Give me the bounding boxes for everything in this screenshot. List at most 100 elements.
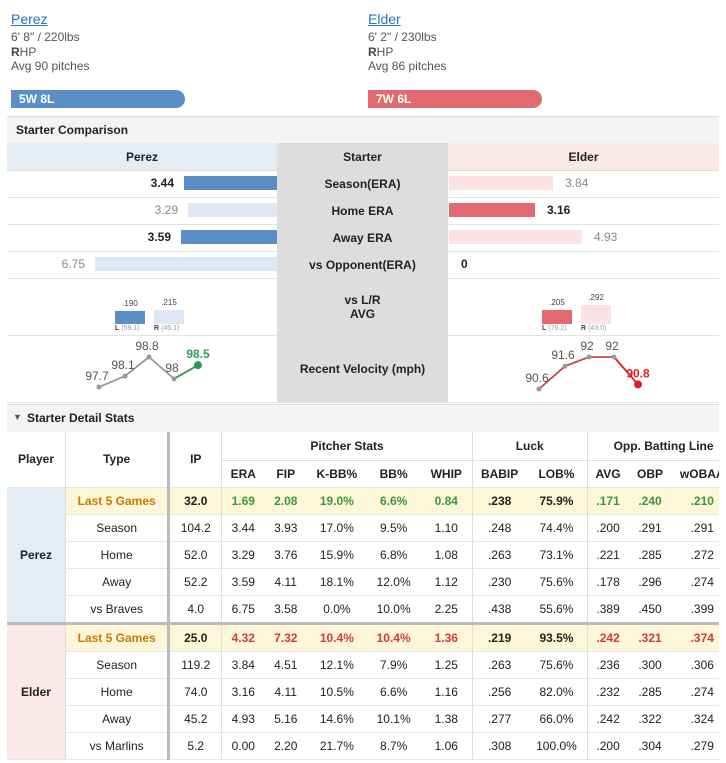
comparison-row: 3.44 Season(ERA) 3.84 [7,170,719,198]
detail-cell: 4.93 [221,705,265,733]
comparison-left-value: 3.44 [150,176,174,190]
detail-cell: .274 [671,678,719,706]
detail-cell: 1.10 [420,514,473,542]
velocity-point [171,376,177,382]
lr-label-line1: vs L/R [344,292,381,307]
detail-cell: .263 [472,651,527,679]
comparison-row-label: vs Opponent(ERA) [277,251,448,278]
comparison-right-bar [449,176,553,190]
velocity-left-chart: 97.798.198.8 98 98.5 [85,339,210,390]
lr-bar-value: .215 [161,298,177,307]
detail-cell: .230 [472,568,527,596]
detail-cell: 104.2 [168,514,223,542]
lr-right-chart: .205 L (76.2) .292 R (43.0) [534,278,614,335]
lr-bar [542,310,572,324]
lr-bar-value: .205 [549,298,565,307]
velocity-point [586,354,592,360]
detail-cell: 12.0% [366,568,421,596]
lr-bar-label: L (76.2) [542,325,567,332]
velocity-point-label: 92 [605,339,619,353]
velocity-line-segment [173,364,199,380]
detail-cell: 15.9% [307,541,367,569]
detail-cell: 6.6% [366,678,421,706]
detail-cell: .274 [671,568,719,596]
detail-cell: 73.1% [526,541,588,569]
detail-cell: .304 [628,732,672,760]
lr-bar-value: .292 [588,293,604,302]
detail-cell: 3.76 [264,541,308,569]
comparison-header-left: Perez [7,143,277,170]
detail-row: Home 74.0 3.16 4.11 10.5% 6.6% 1.16.256 82.0% .2… [7,678,719,706]
lr-label-line2: AVG [349,306,376,321]
detail-row: Season 104.2 3.44 3.93 17.0% 9.5% 1.10.248 74.4… [7,514,719,542]
comparison-right-bar [449,230,582,244]
pitcher-right-name-link[interactable]: Elder [368,11,401,27]
detail-cell: 52.0 [168,541,223,569]
detail-cell: 6.75 [221,595,265,624]
detail-cell: .374 [671,623,719,652]
detail-cell: 82.0% [526,678,588,706]
velocity-point-label: 98.5 [186,347,210,361]
pitcher-left-name-link[interactable]: Perez [11,11,48,27]
col-ip: IP [168,432,223,488]
detail-cell: .219 [472,623,527,652]
lr-bar [115,311,145,324]
comparison-left-value: 3.59 [147,230,171,244]
detail-cell: .296 [628,568,672,596]
detail-cell: 3.44 [221,514,265,542]
detail-row: vs Braves 4.0 6.75 3.58 0.0% 10.0% 2.25.438 55.… [7,595,719,624]
detail-cell: 2.25 [420,595,473,624]
lr-bar-label: R (45.1) [154,325,180,332]
pitcher-left-height-weight: 6' 8" / 220lbs [11,30,80,44]
detail-cell: .306 [671,651,719,679]
detail-cell: .438 [472,595,527,624]
lr-bar [581,305,611,324]
detail-cell: .291 [628,514,672,542]
comparison-section-header: Starter Comparison [7,116,719,144]
detail-section-header[interactable]: ▼ Starter Detail Stats [7,404,719,432]
pitcher-right-height-weight: 6' 2" / 230lbs [368,30,437,44]
detail-cell: 4.0 [168,595,223,624]
velocity-point [146,354,152,360]
detail-cell: .291 [671,514,719,542]
comparison-row-label: Home ERA [277,197,448,224]
detail-cell: 1.12 [420,568,473,596]
detail-cell: 2.20 [264,732,308,760]
velocity-line-segment [613,356,639,386]
detail-cell: 9.5% [366,514,421,542]
detail-cell: 1.08 [420,541,473,569]
detail-cell: .324 [671,705,719,733]
detail-player-name: Elder [7,623,66,760]
velocity-point [96,384,102,390]
detail-cell: 3.59 [221,568,265,596]
comparison-right-value: 3.16 [547,203,571,217]
detail-cell: 7.9% [366,651,421,679]
detail-cell: .236 [587,651,629,679]
lr-avg-row: vs L/R AVG .190 L (59.1) .215 R (45.1) .205 L(… [7,278,719,336]
detail-cell: .389 [587,595,629,624]
detail-cell: .200 [587,514,629,542]
detail-cell: .242 [587,623,629,652]
collapse-triangle-icon[interactable]: ▼ [13,412,22,422]
col-bb: BB% [366,460,421,488]
detail-player-name: Perez [7,487,66,624]
comparison-right-value: 4.93 [594,230,618,244]
detail-cell: 3.58 [264,595,308,624]
col-avg: AVG [587,460,629,488]
detail-cell: 19.0% [307,487,367,515]
detail-cell: 25.0 [168,623,223,652]
velocity-point-label: 90.6 [525,371,549,385]
detail-cell: 55.6% [526,595,588,624]
detail-cell: 2.08 [264,487,308,515]
detail-cell: .308 [472,732,527,760]
detail-table-wrapper[interactable]: Player Type IP Pitcher Stats Luck Opp. B… [7,432,719,762]
comparison-row: 3.29 Home ERA 3.16 [7,197,719,225]
col-babip: BABIP [472,460,527,488]
detail-cell: 32.0 [168,487,223,515]
detail-cell: 7.32 [264,623,308,652]
detail-cell: .248 [472,514,527,542]
comparison-row-label: Season(ERA) [277,170,448,197]
detail-type: Season [65,514,171,542]
lr-bar [154,310,184,324]
detail-row: Elder Last 5 Games 25.0 4.32 7.32 10.4% 10.4% 1… [7,623,719,760]
